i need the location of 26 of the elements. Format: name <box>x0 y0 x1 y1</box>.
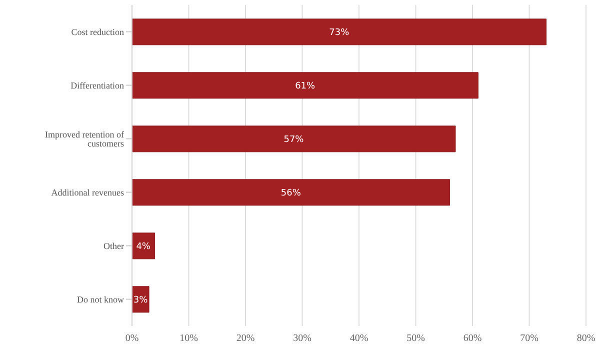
bar <box>132 18 547 46</box>
data-label: 57% <box>284 135 304 146</box>
y-tick-label: Do not know <box>77 294 124 304</box>
x-tick-label: 50% <box>406 333 425 344</box>
bar <box>132 126 456 152</box>
y-tick-label: Other <box>104 240 124 251</box>
x-tick-label: 10% <box>180 333 198 344</box>
x-tick-label: 70% <box>520 333 538 344</box>
bar <box>132 232 155 260</box>
data-label: 4% <box>136 242 151 252</box>
y-tick-label: Improved retention of customers <box>45 129 124 148</box>
data-label: 56% <box>280 188 302 199</box>
y-tick-label: Differentiation <box>70 80 124 90</box>
x-tick-label: 0% <box>125 333 139 344</box>
x-tick-label: 40% <box>350 333 368 344</box>
data-label: 3% <box>133 296 148 306</box>
bar <box>132 179 450 206</box>
y-tick-label: Additional revenues <box>51 187 124 198</box>
y-tick-label: Cost reduction <box>71 26 124 37</box>
x-tick-label: 80% <box>576 333 596 344</box>
x-tick-label: 20% <box>236 333 255 344</box>
data-label: 73% <box>329 28 350 38</box>
x-tick-label: 30% <box>293 333 312 344</box>
bar <box>132 72 478 99</box>
data-label: 61% <box>295 82 316 92</box>
x-tick-label: 60% <box>463 333 482 344</box>
